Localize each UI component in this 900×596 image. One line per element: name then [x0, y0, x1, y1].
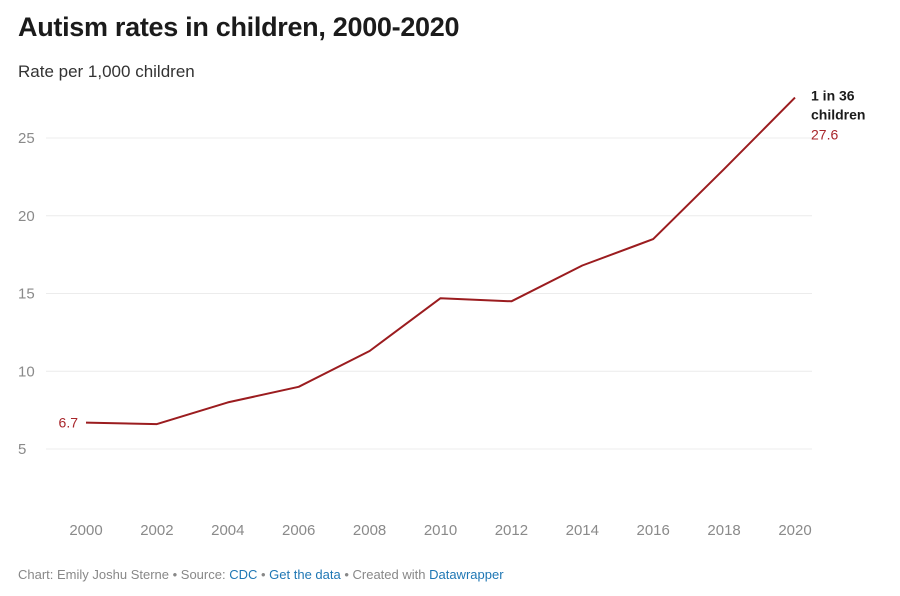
end-label-line2: children [811, 107, 865, 123]
get-data-link[interactable]: Get the data [269, 567, 341, 582]
end-value-label: 27.6 [811, 127, 838, 143]
end-label-line1: 1 in 36 [811, 88, 855, 104]
chart-title: Autism rates in children, 2000-2020 [18, 12, 460, 42]
footer-sep: • [257, 567, 270, 582]
y-tick-label: 15 [18, 286, 35, 303]
x-tick-label: 2020 [778, 522, 811, 539]
series-line [85, 96, 796, 426]
chart-footer: Chart: Emily Joshu Sterne • Source: CDC … [18, 567, 504, 582]
x-axis: 2000 2002 2004 2006 2008 2010 2012 2014 2016 2018… [69, 522, 811, 539]
start-value-label: 6.7 [59, 415, 79, 431]
chart-subtitle: Rate per 1,000 children [18, 62, 195, 81]
x-tick-label: 2004 [211, 522, 244, 539]
x-tick-label: 2000 [69, 522, 102, 539]
x-tick-label: 2010 [424, 522, 457, 539]
footer-created: • Created with [340, 567, 430, 582]
x-tick-label: 2006 [282, 522, 315, 539]
x-tick-label: 2018 [707, 522, 740, 539]
x-tick-label: 2012 [495, 522, 528, 539]
y-tick-label: 5 [18, 441, 26, 458]
y-tick-label: 20 [18, 208, 35, 225]
annotations: 6.7 1 in 36 children 27.6 [59, 88, 866, 431]
datawrapper-link[interactable]: Datawrapper [429, 567, 504, 582]
y-tick-label: 25 [18, 130, 35, 147]
x-tick-label: 2002 [140, 522, 173, 539]
y-axis: 5 10 15 20 25 [18, 130, 35, 458]
gridlines [46, 137, 812, 450]
y-tick-label: 10 [18, 363, 35, 380]
footer-credit: Chart: Emily Joshu Sterne • Source: [18, 567, 230, 582]
x-tick-label: 2014 [566, 522, 599, 539]
source-link[interactable]: CDC [229, 567, 258, 582]
x-tick-label: 2008 [353, 522, 386, 539]
x-tick-label: 2016 [637, 522, 670, 539]
series-layer [85, 96, 796, 426]
